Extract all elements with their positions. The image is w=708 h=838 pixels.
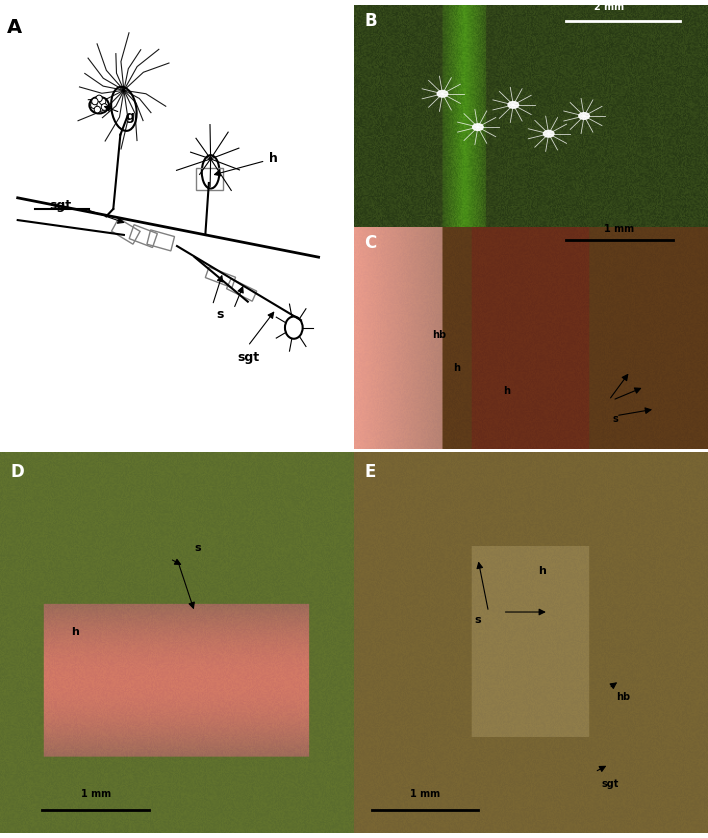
Circle shape (99, 98, 106, 105)
Text: h: h (503, 385, 510, 396)
Text: C: C (365, 234, 377, 251)
Text: hb: hb (432, 330, 446, 340)
Ellipse shape (111, 87, 137, 131)
Text: sgt: sgt (602, 779, 620, 789)
Text: 2 mm: 2 mm (594, 2, 624, 12)
Text: g: g (126, 110, 135, 122)
Ellipse shape (202, 155, 219, 189)
Circle shape (508, 101, 518, 108)
Text: s: s (474, 615, 481, 625)
Circle shape (96, 95, 102, 101)
Circle shape (472, 124, 483, 131)
Ellipse shape (285, 317, 303, 339)
Bar (227, 278, 257, 301)
Circle shape (579, 112, 589, 119)
Bar (129, 225, 157, 247)
Circle shape (438, 91, 447, 97)
Bar (111, 219, 140, 244)
Circle shape (91, 98, 98, 105)
Text: B: B (365, 12, 377, 29)
Text: h: h (453, 364, 460, 373)
Circle shape (91, 101, 97, 108)
Circle shape (544, 131, 554, 137)
Text: 1 mm: 1 mm (605, 224, 634, 234)
Text: sgt: sgt (237, 351, 259, 364)
Text: sgt: sgt (50, 199, 72, 212)
Circle shape (101, 104, 108, 111)
Ellipse shape (89, 96, 109, 113)
Text: hb: hb (616, 691, 630, 701)
Text: s: s (195, 543, 201, 553)
Text: 1 mm: 1 mm (81, 789, 110, 799)
Text: E: E (365, 463, 376, 481)
Text: s: s (216, 308, 223, 321)
Circle shape (94, 106, 101, 113)
Text: D: D (11, 463, 24, 481)
Bar (205, 267, 236, 287)
Bar (197, 168, 223, 190)
Bar (147, 230, 174, 251)
Text: A: A (7, 18, 22, 38)
Text: h: h (71, 627, 79, 637)
Text: h: h (538, 566, 546, 576)
Text: h: h (269, 153, 278, 165)
Text: 1 mm: 1 mm (410, 789, 440, 799)
Text: s: s (612, 414, 618, 424)
